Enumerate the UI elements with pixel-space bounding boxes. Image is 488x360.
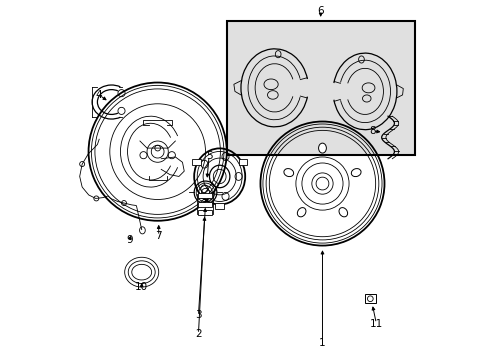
Text: 5: 5	[205, 151, 212, 161]
Text: 9: 9	[126, 235, 132, 244]
Text: 4: 4	[96, 90, 102, 100]
Text: 10: 10	[135, 282, 148, 292]
Bar	[226, 21, 414, 155]
Bar	[364, 294, 375, 303]
Bar	[238, 159, 246, 165]
Bar	[197, 202, 211, 207]
Text: 2: 2	[195, 329, 202, 339]
Ellipse shape	[318, 143, 325, 153]
Bar	[197, 210, 211, 215]
Text: 11: 11	[369, 319, 382, 329]
Ellipse shape	[297, 208, 305, 217]
Text: 1: 1	[319, 338, 325, 348]
Ellipse shape	[284, 168, 293, 177]
Bar	[215, 203, 224, 209]
Text: 7: 7	[155, 231, 162, 241]
Text: 3: 3	[195, 310, 202, 320]
Bar	[192, 159, 201, 165]
Text: 6: 6	[317, 5, 324, 15]
Bar	[197, 193, 211, 198]
Ellipse shape	[338, 208, 347, 217]
Ellipse shape	[350, 168, 360, 177]
Text: 8: 8	[369, 126, 375, 136]
